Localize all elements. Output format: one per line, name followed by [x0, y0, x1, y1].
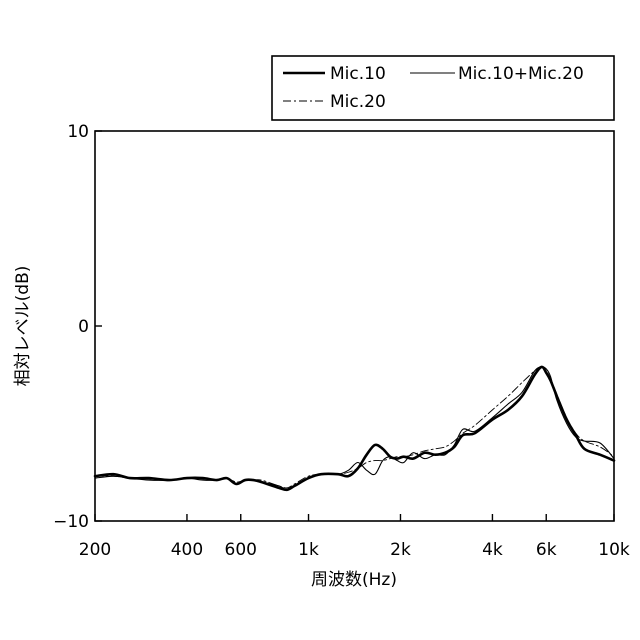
legend: Mic.10 Mic.10+Mic.20 Mic.20 [272, 56, 614, 120]
y-tick-label: −10 [53, 512, 89, 532]
y-tick-label: 0 [78, 317, 89, 337]
legend-label-mic20: Mic.20 [330, 92, 386, 112]
x-tick-label: 400 [171, 540, 203, 560]
x-axis-label: 周波数(Hz) [311, 570, 397, 590]
legend-label-mic10: Mic.10 [330, 64, 386, 84]
x-tick-label: 1k [298, 540, 319, 560]
x-tick-label: 6k [536, 540, 557, 560]
y-axis-label: 相対レベル(dB) [13, 266, 33, 387]
y-tick-label: 10 [67, 122, 89, 142]
x-tick-label: 200 [79, 540, 111, 560]
x-tick-label: 4k [482, 540, 503, 560]
x-tick-label: 2k [390, 540, 411, 560]
legend-label-mic10-mic20: Mic.10+Mic.20 [458, 64, 584, 84]
x-tick-label: 10k [598, 540, 630, 560]
x-tick-label: 600 [225, 540, 257, 560]
